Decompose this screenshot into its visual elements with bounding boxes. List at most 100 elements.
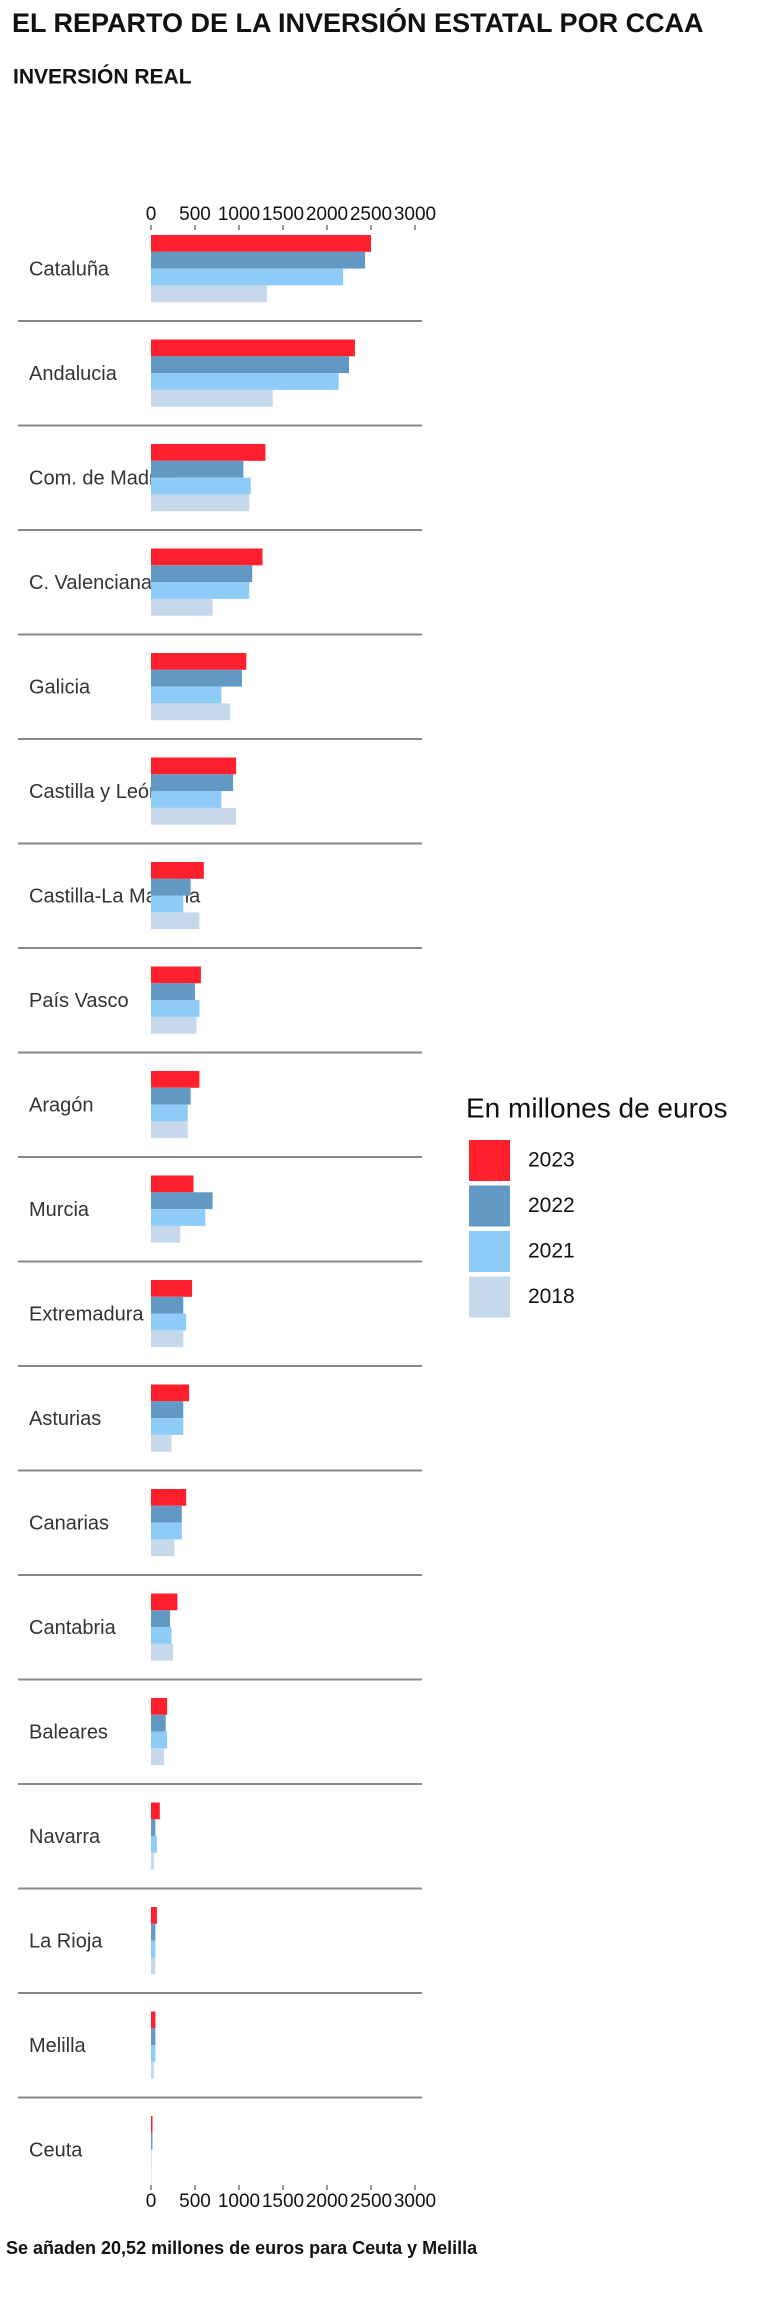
category-label: Ceuta (29, 2139, 83, 2161)
legend-label: 2018 (528, 1285, 575, 1308)
bar (151, 983, 195, 1000)
bar (151, 444, 265, 461)
x-tick-label: 2000 (306, 204, 348, 225)
footnote: Se añaden 20,52 millones de euros para C… (6, 2238, 478, 2258)
bar (151, 1017, 196, 1034)
x-tick-label: 1000 (218, 204, 260, 225)
bar (151, 478, 251, 495)
bar (151, 2012, 155, 2029)
bar (151, 1941, 155, 1958)
bar (151, 1000, 199, 1017)
bar (151, 1071, 199, 1088)
bar (151, 1314, 186, 1331)
bar (151, 2133, 152, 2150)
category-label: Andalucia (29, 363, 118, 385)
bar (151, 1924, 155, 1941)
bar (151, 1819, 155, 1836)
category-label: País Vasco (29, 990, 129, 1012)
bar (151, 373, 339, 390)
category-label: Cataluña (29, 258, 110, 280)
bar (151, 1088, 191, 1105)
bar (151, 1748, 164, 1765)
bar (151, 1610, 170, 1627)
legend-label: 2021 (528, 1240, 575, 1263)
bar (151, 879, 191, 896)
x-tick-label: 3000 (394, 204, 436, 225)
chart-title: EL REPARTO DE LA INVERSIÓN ESTATAL POR C… (12, 7, 704, 38)
bar (151, 549, 262, 566)
bar (151, 599, 213, 616)
x-tick-label: 2500 (350, 204, 392, 225)
category-label: Com. de Madrid (29, 467, 171, 489)
bar (151, 1523, 182, 1540)
bar (151, 1489, 186, 1506)
x-tick-label: 1500 (262, 204, 304, 225)
bar (151, 340, 355, 357)
bar (151, 565, 252, 582)
bar (151, 896, 183, 913)
x-tick-label: 2000 (306, 2191, 348, 2212)
bar (151, 1627, 172, 1644)
bar (151, 1836, 157, 1853)
bar (151, 1280, 192, 1297)
bar (151, 285, 267, 302)
category-label: Galicia (29, 676, 91, 698)
category-label: Murcia (29, 1199, 90, 1221)
chart-subtitle: INVERSIÓN REAL (13, 65, 192, 89)
bar (151, 1192, 213, 1209)
bar (151, 653, 246, 670)
category-label: Asturias (29, 1408, 101, 1430)
category-label: C. Valenciana (29, 572, 153, 594)
x-tick-label: 3000 (394, 2191, 436, 2212)
bar (151, 461, 243, 478)
bar (151, 1297, 183, 1314)
bar (151, 235, 371, 252)
bar (151, 390, 273, 407)
bar (151, 2062, 154, 2079)
x-tick-label: 1000 (218, 2191, 260, 2212)
category-label: Extremadura (29, 1303, 144, 1325)
bar (151, 269, 343, 286)
bar (151, 1594, 177, 1611)
bar (151, 1435, 172, 1452)
bar (151, 1209, 205, 1226)
bar (151, 1803, 160, 1820)
category-label: Melilla (29, 2035, 87, 2057)
x-tick-label: 500 (179, 2191, 211, 2212)
bar (151, 1957, 155, 1974)
bar (151, 494, 249, 511)
bar (151, 1105, 188, 1122)
bar (151, 1539, 174, 1556)
x-tick-label: 0 (146, 2191, 157, 2212)
bar (151, 670, 242, 687)
bar (151, 1418, 183, 1435)
bar (151, 912, 199, 929)
legend-swatch (469, 1140, 510, 1181)
category-label: La Rioja (29, 1930, 103, 1952)
bar (151, 356, 349, 373)
bar (151, 1644, 173, 1661)
bar (151, 1121, 188, 1138)
bar (151, 687, 221, 704)
category-label: Cantabria (29, 1617, 117, 1639)
bar (151, 1907, 157, 1924)
bar (151, 808, 236, 825)
bar (151, 1385, 189, 1402)
bar (151, 1176, 194, 1193)
bar (151, 774, 233, 791)
x-tick-label: 1500 (262, 2191, 304, 2212)
x-tick-label: 0 (146, 204, 157, 225)
category-label: Aragón (29, 1094, 94, 1116)
bar (151, 1330, 183, 1347)
legend-title: En millones de euros (466, 1092, 727, 1123)
category-label: Castilla y León (29, 781, 160, 803)
bar (151, 1715, 166, 1732)
bar (151, 2045, 155, 2062)
bar (151, 582, 249, 599)
x-tick-label: 500 (179, 204, 211, 225)
legend-label: 2023 (528, 1149, 575, 1172)
bar (151, 2116, 152, 2133)
bar (151, 1226, 180, 1243)
legend-swatch (469, 1231, 510, 1272)
